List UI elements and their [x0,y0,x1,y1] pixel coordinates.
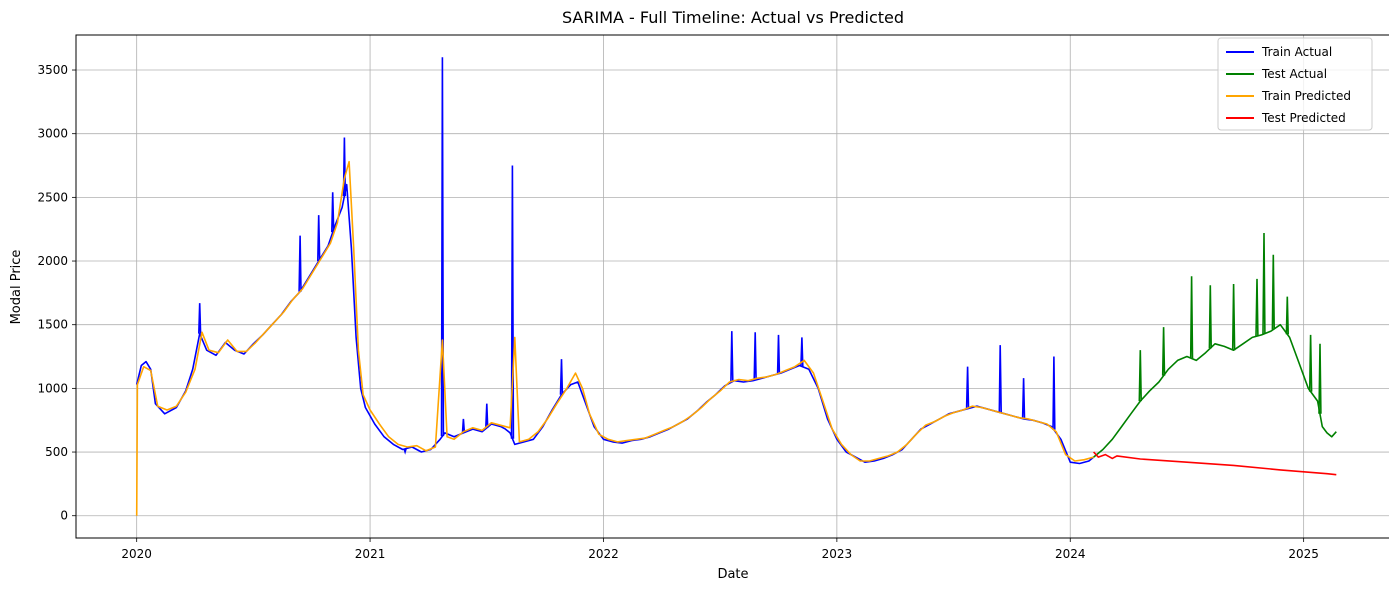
series-spike-train-actual [317,215,321,262]
series-spike-train-actual [485,403,489,428]
series-spike-test-actual [1262,232,1266,334]
series-spike-test-actual [1285,296,1289,335]
series-spike-train-actual [440,57,445,437]
series-line-train-actual [135,183,1095,465]
series-spike-train-actual [753,332,757,381]
x-tick-label: 2025 [1288,547,1319,561]
x-axis-label: Date [717,567,748,582]
series-spike-train-actual [198,303,202,334]
series-line-train-predicted [135,160,1094,516]
series-spike-train-actual [776,334,781,374]
series-spike-train-actual [800,337,804,367]
x-tick-label: 2024 [1055,547,1086,561]
y-tick-label: 500 [45,445,68,459]
chart-title: SARIMA - Full Timeline: Actual vs Predic… [562,8,904,27]
series-spike-train-actual [730,331,734,383]
y-tick-label: 0 [60,509,68,523]
series-spike-train-actual [298,235,302,292]
series-spike-train-actual [998,345,1002,413]
series-layer [135,57,1337,516]
legend-label: Test Predicted [1261,111,1346,125]
tick-layer: 2020 2021 2022 2023 2024 2025 0 500 1000 1500 2000… [37,63,1318,561]
x-tick-label: 2023 [822,547,853,561]
series-spike-train-actual [965,366,970,409]
series-spike-test-actual [1231,283,1236,351]
series-spike-train-actual [331,192,335,233]
legend-label: Train Actual [1261,45,1332,59]
series-spike-train-actual [461,418,466,433]
x-tick-label: 2021 [355,547,386,561]
y-axis-label: Modal Price [9,250,24,325]
y-tick-label: 3500 [37,63,68,77]
series-spike-test-actual [1318,343,1322,414]
series-spike-test-actual [1271,254,1275,330]
series-spike-test-actual [1208,285,1212,349]
chart-legend: Train Actual Test Actual Train Predicted Te… [1217,37,1373,131]
series-spike-train-actual [559,359,564,395]
series-line-test-predicted [1093,451,1337,476]
y-tick-label: 2500 [37,190,68,204]
series-spike-test-actual [1138,350,1142,402]
series-spike-train-actual [1021,378,1026,419]
series-spike-train-actual [403,448,407,455]
y-tick-label: 1500 [37,318,68,332]
series-spike-test-actual [1161,327,1166,376]
x-tick-label: 2022 [588,547,619,561]
y-tick-label: 3000 [37,127,68,141]
series-spike-test-actual [1255,278,1259,337]
x-tick-label: 2020 [121,547,152,561]
series-spike-test-actual [1308,334,1313,392]
legend-box [1217,37,1373,131]
series-line-test-actual [1093,323,1337,458]
series-spike-train-actual [1052,356,1056,430]
y-tick-label: 1000 [37,381,68,395]
y-tick-label: 2000 [37,254,68,268]
series-spike-test-actual [1189,276,1194,359]
legend-label: Test Actual [1261,67,1327,81]
plot-frame [75,34,1389,539]
legend-label: Train Predicted [1261,89,1351,103]
series-spike-train-actual [510,165,515,439]
